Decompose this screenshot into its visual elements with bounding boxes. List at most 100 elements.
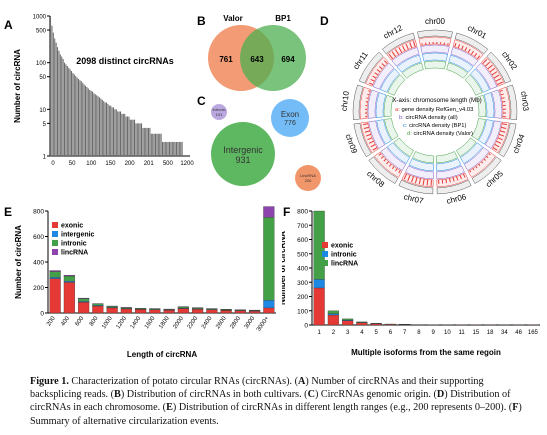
bubble-name: Exon — [281, 110, 299, 119]
y-tick-label: 200 — [33, 285, 44, 292]
bar — [124, 113, 126, 156]
x-tick-label: 3 — [346, 330, 350, 336]
caption-segment: B — [114, 389, 121, 401]
x-tick-label: 5 — [374, 330, 378, 336]
gene-density-mark — [501, 123, 507, 126]
x-tick-label: 34 — [501, 330, 508, 336]
gene-density-mark — [367, 137, 373, 141]
chromosome-label: chr00 — [425, 17, 446, 26]
caption-segment: A — [298, 376, 306, 387]
bar — [100, 98, 102, 156]
ring-segment — [381, 32, 416, 55]
panel-label-f: F — [283, 205, 291, 219]
bar-segment — [106, 307, 118, 314]
gene-density-mark — [380, 156, 384, 159]
bar — [156, 133, 158, 156]
bar — [128, 116, 130, 156]
bar-segment — [177, 306, 189, 309]
ring-segment — [398, 179, 434, 195]
bar — [107, 104, 109, 156]
gene-density-mark — [462, 173, 466, 178]
ring-segment — [435, 151, 458, 164]
caption-segment: E — [166, 402, 173, 414]
legend-text: circRNA density (BP1) — [409, 123, 466, 129]
bar-segment — [342, 318, 354, 321]
bar — [99, 97, 101, 156]
gene-density-mark — [454, 42, 457, 48]
bar — [174, 141, 176, 156]
bar — [62, 58, 64, 156]
bar — [108, 105, 110, 156]
y-tick-label: 5 — [43, 122, 47, 128]
chart-d-circos: chr00chr01chr02chr03chr04chr05chr06chr07… — [340, 17, 531, 206]
bar — [136, 123, 138, 156]
gene-density-mark — [388, 163, 392, 167]
bar-segment — [313, 287, 325, 326]
chart-a: 1 5 10 50 100 500 1000 0 50 100 150 200 201 500 1200 20… — [13, 15, 194, 168]
bar-segment — [49, 270, 61, 272]
bar — [176, 141, 178, 156]
x-tick-label: 1 — [317, 330, 321, 336]
legend-entry: d: circRNA density (Valor) — [407, 131, 473, 137]
x-tick-label: 2 — [332, 330, 336, 336]
bar — [177, 141, 179, 156]
ring-segment — [456, 137, 477, 157]
bar — [68, 67, 70, 156]
bar — [121, 113, 123, 156]
bar-segment — [120, 308, 132, 314]
gene-density-mark — [500, 130, 506, 133]
bar-segment — [192, 309, 204, 314]
gene-density-mark — [368, 140, 374, 144]
bar — [135, 123, 137, 156]
gene-density-mark — [381, 63, 386, 67]
gene-density-mark — [363, 126, 369, 129]
caption-body: Characterization of potato circular RNAs… — [30, 376, 522, 427]
panel-label-b: B — [197, 14, 206, 28]
gene-density-mark — [500, 93, 504, 96]
bar — [180, 141, 182, 156]
y-tick-label: 600 — [297, 237, 308, 244]
bar-segment — [78, 298, 90, 302]
bar — [160, 133, 162, 156]
ring-segment — [467, 151, 496, 178]
bar — [166, 141, 168, 156]
x-tick-label: 1200 — [115, 315, 128, 330]
gene-density-mark — [501, 126, 507, 129]
gene-density-mark — [367, 93, 370, 96]
y-tick-label: 200 — [297, 294, 308, 301]
bar — [122, 113, 124, 156]
bar — [61, 56, 63, 156]
y-tick-label: 100 — [36, 61, 47, 67]
legend-text: circRNA density (all) — [405, 115, 457, 121]
bar — [113, 107, 115, 156]
x-tick-label: 2400 — [201, 315, 214, 330]
bar-segment — [135, 309, 147, 314]
gene-density-mark — [464, 47, 468, 52]
gene-density-mark — [391, 166, 395, 170]
bar — [101, 99, 103, 156]
bar-segment — [356, 321, 368, 323]
bubble-lincrna — [295, 165, 321, 191]
bar — [64, 62, 66, 156]
x-tick-label: 6 — [389, 330, 393, 336]
gene-density-mark — [384, 60, 388, 64]
gene-density-mark — [481, 161, 484, 164]
gene-density-mark — [501, 97, 505, 99]
legend-label: intronic — [331, 252, 357, 259]
bar-segment — [327, 313, 339, 316]
bar — [110, 105, 112, 156]
ring-segment — [401, 62, 424, 79]
ring-segment — [463, 147, 490, 171]
bar-segment — [49, 277, 61, 279]
ring-segment — [486, 51, 512, 84]
bubble-name: LincRNA — [300, 173, 316, 178]
bubble-value: 191 — [216, 112, 223, 117]
ring-segment — [420, 44, 450, 54]
ring-segment — [422, 52, 448, 62]
gene-density-mark — [363, 123, 369, 126]
bar-segment — [206, 309, 218, 314]
x-tick-label: 150 — [105, 161, 116, 167]
bubble-name: Intergenic — [223, 145, 263, 155]
ring-segment — [470, 68, 490, 93]
bar — [167, 141, 169, 156]
